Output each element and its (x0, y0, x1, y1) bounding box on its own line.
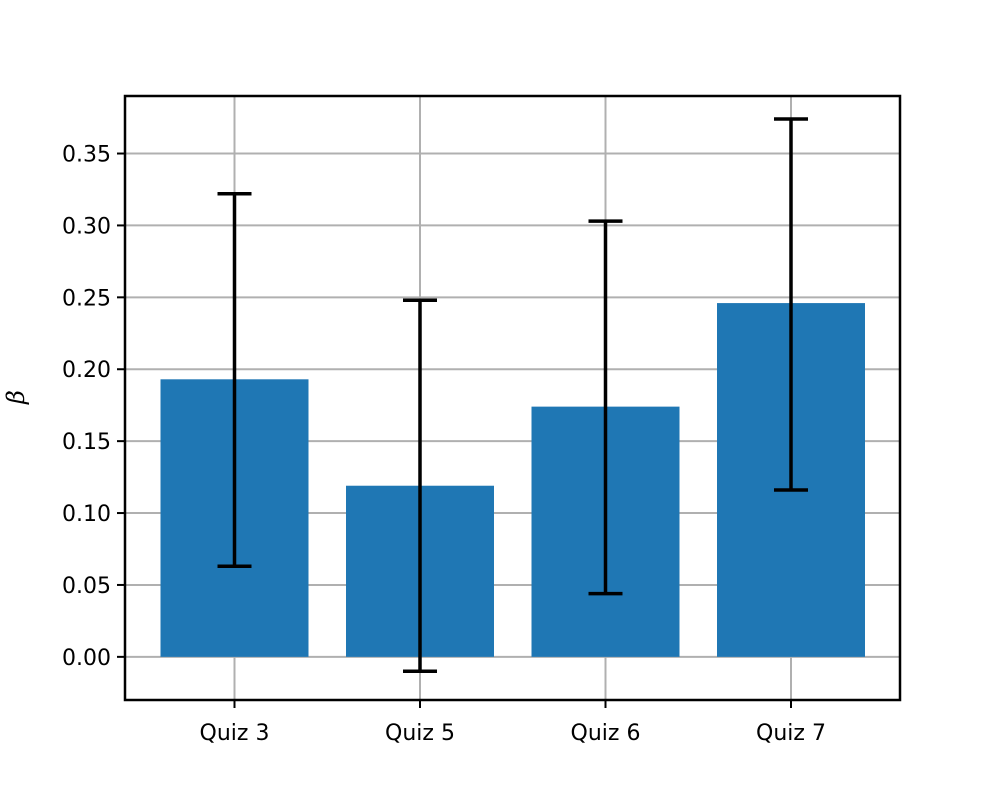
x-tick-label: Quiz 3 (200, 721, 270, 746)
x-tick-label: Quiz 7 (756, 721, 826, 746)
error-bars (217, 117, 808, 673)
y-tick-label: 0.25 (62, 286, 111, 311)
error-bar (403, 298, 437, 673)
y-axis-label: β (2, 390, 30, 405)
y-tick-label: 0.00 (62, 646, 111, 671)
y-tick-label: 0.15 (62, 430, 111, 455)
y-tick-label: 0.10 (62, 502, 111, 527)
error-bar (774, 117, 808, 492)
ticks: 0.00 0.05 0.10 0.15 0.20 0.25 0.30 0.35 Quiz 3 Qu… (62, 143, 826, 746)
y-tick-label: 0.05 (62, 574, 111, 599)
y-tick-label: 0.30 (62, 214, 111, 239)
error-bar (217, 192, 252, 569)
plot-frame (123, 94, 902, 702)
x-tick-label: Quiz 6 (571, 721, 641, 746)
y-tick-label: 0.35 (62, 143, 111, 168)
bars (160, 303, 865, 657)
error-bar (588, 219, 623, 596)
x-tick-label: Quiz 5 (385, 721, 455, 746)
y-tick-label: 0.20 (62, 358, 111, 383)
